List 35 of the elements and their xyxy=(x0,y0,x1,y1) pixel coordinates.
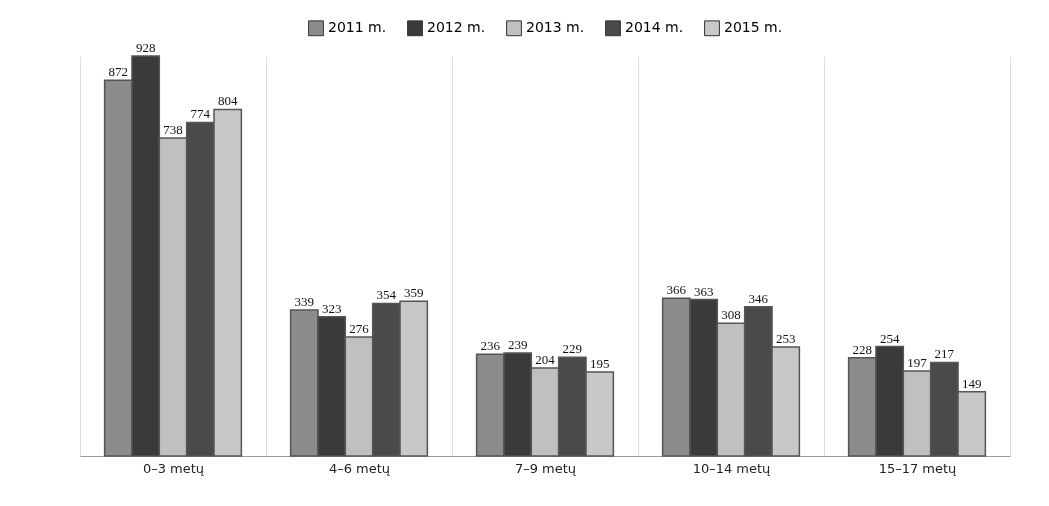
data-label: 323 xyxy=(321,300,342,316)
data-label: 197 xyxy=(907,355,928,371)
data-label: 774 xyxy=(190,106,211,122)
x-tick-label: 10–14 metų xyxy=(692,460,771,476)
data-label: 239 xyxy=(507,336,528,352)
legend-label: 2015 m. xyxy=(724,19,783,36)
data-label: 366 xyxy=(666,282,687,298)
data-label: 308 xyxy=(721,307,741,323)
x-tick-label: 0–3 metų xyxy=(142,460,205,476)
data-label: 254 xyxy=(879,330,900,346)
data-label: 339 xyxy=(294,293,315,309)
data-label: 229 xyxy=(562,341,583,357)
data-label: 217 xyxy=(934,346,955,362)
legend-label: 2011 m. xyxy=(328,19,387,36)
data-label: 236 xyxy=(480,338,501,354)
data-label: 872 xyxy=(108,64,129,80)
data-label: 804 xyxy=(217,93,238,109)
x-tick-label: 4–6 metų xyxy=(328,460,391,476)
data-label: 253 xyxy=(775,330,796,346)
x-tick-label: 15–17 metų xyxy=(878,460,957,476)
data-label: 195 xyxy=(589,355,610,371)
legend-label: 2014 m. xyxy=(625,19,684,36)
data-label: 363 xyxy=(693,283,714,299)
data-label: 149 xyxy=(961,375,982,391)
data-label: 359 xyxy=(403,285,424,301)
data-label: 276 xyxy=(349,321,370,337)
legend-label: 2013 m. xyxy=(526,19,585,36)
x-tick-label: 7–9 metų xyxy=(514,460,577,476)
data-label: 346 xyxy=(748,290,769,306)
data-label: 228 xyxy=(852,341,873,357)
legend-label: 2012 m. xyxy=(427,19,486,36)
data-label: 738 xyxy=(163,121,183,137)
data-label: 354 xyxy=(376,287,397,303)
data-label: 204 xyxy=(535,352,556,368)
data-label: 928 xyxy=(135,40,156,55)
